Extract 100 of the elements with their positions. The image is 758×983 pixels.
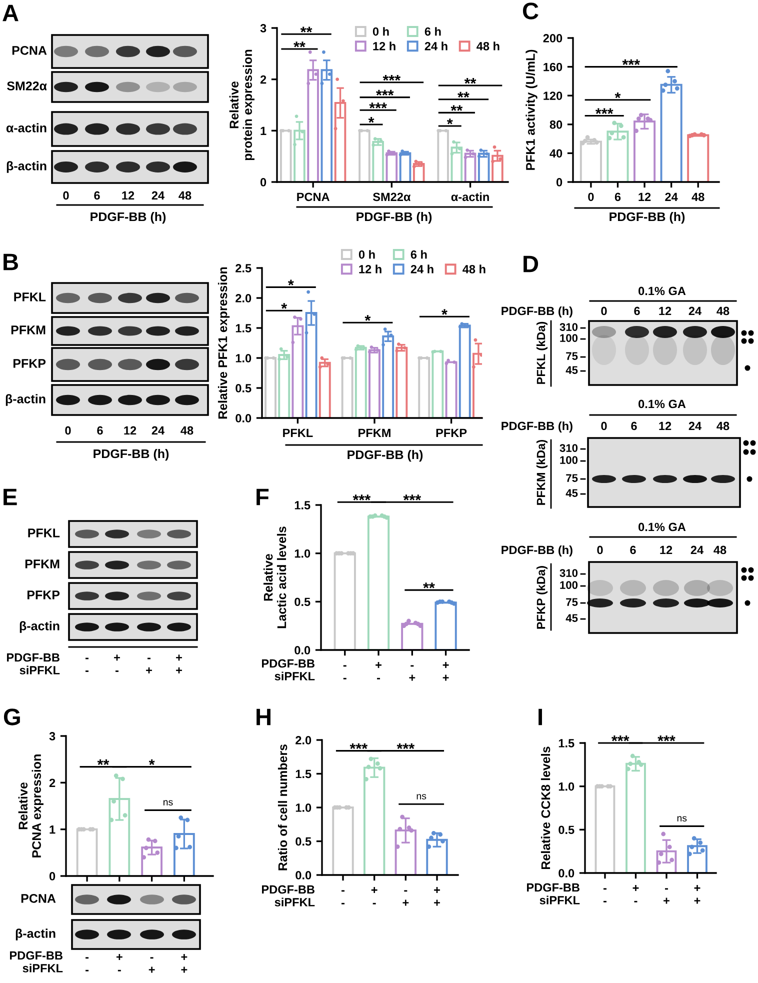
annotation: *** [369, 102, 387, 108]
x-tick-label: 24 [665, 192, 678, 201]
y-tick-label: 160 [544, 62, 562, 72]
annotation: ns [164, 800, 173, 806]
legend-label: 0 h [358, 250, 375, 259]
legend-label: 6 h [410, 250, 427, 259]
y-tick-label: 2.0 [236, 294, 252, 302]
x-tick-label: + + [694, 885, 700, 904]
y-tick-label: 1 [260, 126, 266, 135]
y-axis-title: Ratio of cell numbers [278, 744, 288, 870]
y-tick-label: 2.0 [296, 736, 312, 744]
y-tick-label: 1.0 [558, 782, 574, 791]
y-tick-label: 1.0 [236, 354, 252, 362]
category-label: 6 [634, 306, 640, 316]
legend-label: 48 h [462, 264, 486, 274]
category-label: PFKP [28, 590, 60, 600]
annotation: ** [450, 105, 463, 111]
category-label: PFKL [14, 292, 46, 302]
y-tick-label: 3 [260, 24, 266, 32]
x-tick-label: + - [376, 662, 382, 680]
category-label: α-actin [6, 123, 46, 132]
category-label: - - [86, 957, 89, 972]
text: D [524, 256, 538, 272]
y-tick-label: 1.5 [296, 770, 312, 778]
category-label: 0 [601, 422, 607, 430]
category-label: PCNA [12, 46, 47, 55]
y-tick-label: 0 [49, 872, 56, 880]
category-label: 24 [688, 306, 702, 316]
x-axis-title: PDGF-BB siPFKL [527, 883, 580, 904]
legend-label: 24 h [410, 264, 434, 274]
legend-label: 24 h [424, 42, 448, 50]
y-tick-label: 0.5 [236, 384, 252, 392]
annotation: * [442, 309, 448, 315]
chart-title: F [256, 488, 269, 506]
x-tick-label: + + [176, 654, 182, 674]
text: PDGF-BB (h) [502, 421, 572, 433]
text: PDGF-BB siPFKL [7, 653, 60, 674]
category-label: 0 [597, 546, 603, 554]
y-tick-label: 200 [543, 34, 562, 42]
annotation: ns [416, 794, 426, 800]
category-label: β-actin [20, 621, 60, 633]
chart-title: G [4, 708, 20, 726]
annotation: * [148, 759, 155, 766]
text: PDGF-BB (h) [90, 212, 166, 224]
y-axis-title: Relative protein expression [229, 50, 254, 160]
text: PFKM (kDa) [536, 440, 548, 505]
annotation: *** [382, 74, 401, 81]
category-label: SM22α [7, 82, 47, 90]
annotation: * [446, 118, 453, 124]
annotation: *** [622, 59, 640, 66]
category-label: β-actin [16, 928, 56, 940]
x-axis-title: PDGF-BB siPFKL [262, 659, 315, 680]
annotation: * [368, 117, 374, 123]
category-label: + + [181, 954, 188, 973]
category-label: 45 [566, 614, 578, 622]
category-label: PFKM [11, 326, 46, 334]
x-tick-label: 12 [638, 192, 651, 201]
category-label: 310 [560, 569, 578, 577]
category-label: PFKP [14, 359, 46, 368]
x-tick-label: α-actin [451, 192, 489, 202]
category-label: PFKL [28, 528, 60, 538]
text: 0.1% GA [638, 286, 686, 296]
x-tick-label: 6 [614, 192, 621, 202]
text: *** [658, 736, 676, 742]
x-tick-label: + - [632, 885, 639, 902]
annotation: ** [97, 759, 110, 766]
annotation: * [288, 280, 294, 286]
y-tick-label: 0.0 [558, 869, 574, 878]
text: PDGF-BB (h) [502, 545, 572, 557]
y-tick-label: 1.5 [294, 501, 310, 510]
y-tick-label: 1.0 [294, 549, 310, 558]
y-tick-label: 3 [49, 732, 56, 740]
y-tick-label: 0.5 [296, 837, 312, 846]
annotation: *** [350, 743, 368, 750]
category-label: 12 [659, 306, 672, 316]
category-label: 12 [659, 422, 672, 430]
category-label: 100 [560, 581, 578, 589]
x-axis-title: PDGF-BB (h) [610, 212, 685, 224]
x-tick-label: SM22α [372, 192, 411, 202]
annotation: ** [458, 92, 470, 98]
text: A [2, 4, 18, 22]
annotation: * [281, 303, 288, 309]
y-tick-label: 2.5 [236, 264, 252, 272]
legend-label: 12 h [373, 42, 396, 50]
legend-label: 0 h [372, 27, 389, 36]
x-tick-label: + + [442, 662, 449, 681]
category-label: 100 [560, 456, 578, 464]
category-label: β-actin [6, 161, 46, 173]
text: 0.1% GA [638, 522, 686, 532]
y-axis-title: PFK1 activity (U/mL) [526, 50, 538, 170]
legend-label: 48 h [476, 42, 500, 50]
category-label: 48 [716, 306, 730, 316]
category-label: 75 [566, 352, 578, 360]
text: PDGF-BB (h) [502, 306, 572, 318]
y-tick-label: 80 [550, 120, 562, 129]
x-tick-label: - + [409, 665, 416, 681]
category-label: 310 [560, 323, 578, 331]
annotation: *** [595, 108, 614, 114]
annotation: * [614, 92, 621, 98]
x-tick-label: - - [603, 888, 606, 902]
